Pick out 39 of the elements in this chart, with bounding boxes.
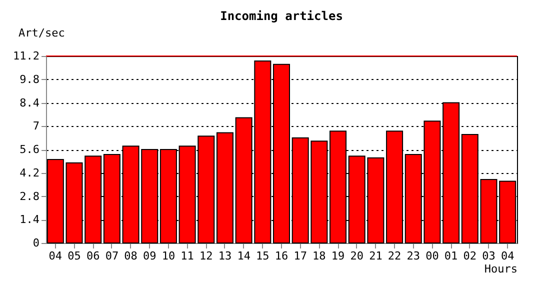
x-tick-label: 01 <box>444 250 458 262</box>
x-tick-label: 11 <box>180 250 194 262</box>
x-tick-label: 14 <box>237 250 251 262</box>
x-tick-label: 07 <box>105 250 119 262</box>
x-tick-label: 04 <box>48 250 62 262</box>
x-tick-label: 02 <box>463 250 477 262</box>
x-axis-title: Hours <box>484 262 518 276</box>
y-tick-label: 5.6 <box>20 143 40 156</box>
x-tick-label: 20 <box>350 250 364 262</box>
x-tick-label: 23 <box>406 250 420 262</box>
x-tick-label: 05 <box>68 250 81 262</box>
x-tick-label: 18 <box>312 250 326 262</box>
y-tick-label: 1.4 <box>20 213 40 226</box>
x-tick-label: 16 <box>274 250 288 262</box>
bar <box>46 159 64 244</box>
x-tick-label: 10 <box>162 250 176 262</box>
x-tick-label: 19 <box>331 250 345 262</box>
y-tick-label: 4.2 <box>20 166 40 180</box>
chart-title: Incoming articles <box>220 9 343 23</box>
x-tick-label: 22 <box>388 250 402 262</box>
x-tick-label: 17 <box>294 250 307 262</box>
y-tick-label: 7 <box>32 120 40 133</box>
x-tick-label: 04 <box>500 250 515 262</box>
x-tick-label: 08 <box>124 250 138 262</box>
x-tick-label: 09 <box>142 250 156 262</box>
x-tick-label: 03 <box>482 250 496 262</box>
x-tick-label: 15 <box>256 250 270 262</box>
y-tick-label: 0 <box>32 236 40 250</box>
y-tick-label: 9.8 <box>20 72 40 86</box>
y-tick-label: 2.8 <box>20 190 40 203</box>
x-tick-label: 13 <box>218 250 232 262</box>
y-axis-title: Art/sec <box>18 26 65 40</box>
x-tick-label: 12 <box>200 250 213 262</box>
x-tick-label: 06 <box>86 250 100 262</box>
x-tick-label: 21 <box>369 250 382 262</box>
bar <box>216 132 234 244</box>
y-tick-label: 8.4 <box>20 96 40 110</box>
y-tick-label: 11.2 <box>13 50 40 62</box>
x-tick-label: 00 <box>426 250 439 262</box>
